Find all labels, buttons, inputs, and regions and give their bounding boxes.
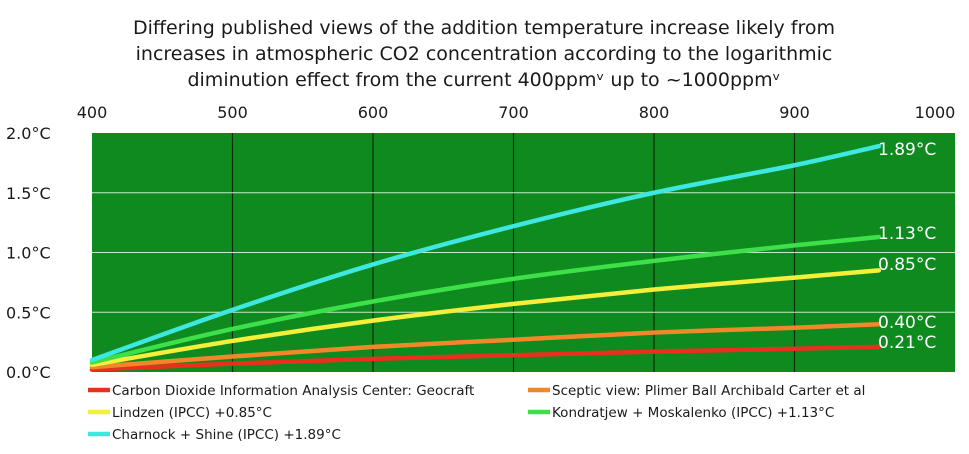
chart-title: Differing published views of the additio… [133,17,835,91]
legend-label: Lindzen (IPCC) +0.85°C [112,405,272,421]
y-tick-label: 0.5°C [6,303,51,322]
series-line [89,234,882,365]
legend-label: Carbon Dioxide Information Analysis Cent… [112,383,474,399]
series-end-label: 1.13°C [878,224,936,244]
series-line [89,344,882,372]
series-end-labels: 0.21°C0.40°C 0.85°C 1.13°C 1.89°C [878,140,936,353]
chart-title-line: Differing published views of the additio… [133,17,835,39]
x-tick-label: 700 [498,103,529,122]
legend: Carbon Dioxide Information Analysis Cent… [88,383,865,443]
y-tick-label: 0.0°C [6,363,51,382]
x-tick-label: 400 [77,103,108,122]
series-line [89,268,882,368]
grid-lines [92,133,955,372]
y-tick-label: 1.5°C [6,184,51,203]
x-tick-label: 1000 [915,103,956,122]
y-axis-ticks: 0.0°C 0.5°C 1.0°C 1.5°C 2.0°C [6,124,51,382]
y-tick-label: 2.0°C [6,124,51,143]
y-tick-label: 1.0°C [6,244,51,263]
series-end-label: 0.21°C [878,333,936,353]
series-line [89,143,882,363]
x-axis-ticks: 400 500 600 700 800 900 1000 [77,103,956,122]
x-tick-label: 500 [217,103,248,122]
series-end-label: 1.89°C [878,140,936,160]
legend-label: Kondratjew + Moskalenko (IPCC) +1.13°C [552,405,834,421]
x-tick-label: 800 [639,103,670,122]
legend-label: Sceptic view: Plimer Ball Archibald Cart… [552,383,865,399]
series-lines [89,143,882,372]
x-tick-label: 900 [779,103,810,122]
chart-title-line: diminution effect from the current 400pp… [187,69,780,91]
series-end-label: 0.85°C [878,255,936,275]
series-line [89,321,882,370]
series-end-label: 0.40°C [878,313,936,333]
legend-label: Charnock + Shine (IPCC) +1.89°C [112,427,341,443]
chart-title-line: increases in atmospheric CO2 concentrati… [136,43,833,65]
x-tick-label: 600 [358,103,389,122]
